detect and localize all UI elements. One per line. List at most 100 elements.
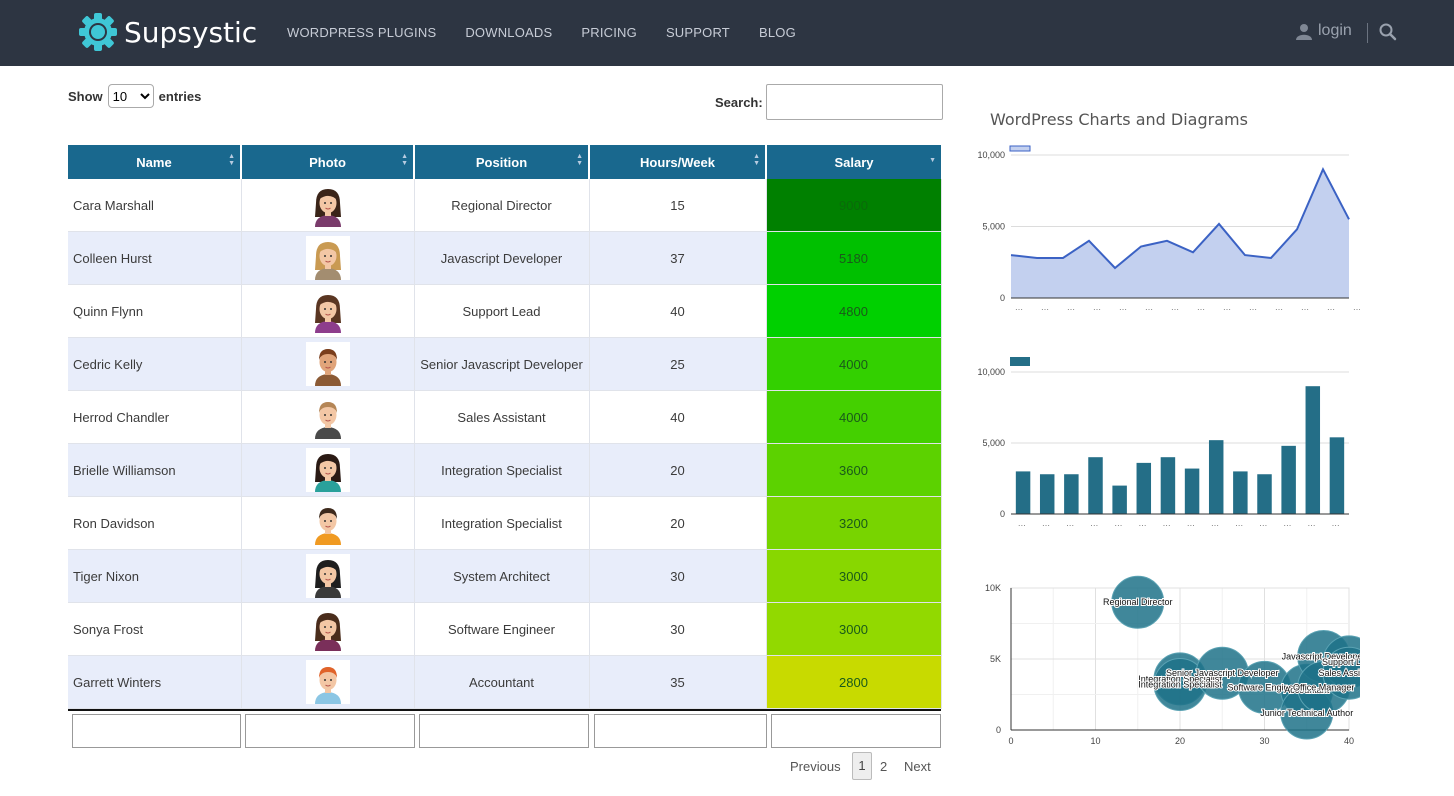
table-row[interactable]: Herrod Chandler Sales Assistant 40 4000 xyxy=(68,390,942,444)
cell-position: Regional Director xyxy=(414,179,590,232)
pagination-page-1[interactable]: 1 xyxy=(852,752,872,780)
column-header-label: Salary xyxy=(834,154,874,170)
cell-name: Quinn Flynn xyxy=(68,284,242,338)
filter-input-name[interactable] xyxy=(72,714,241,748)
table-row[interactable]: Cedric Kelly Senior Javascript Developer… xyxy=(68,337,942,391)
scatter-bubble xyxy=(1111,575,1165,629)
cell-salary: 3200 xyxy=(766,496,942,550)
cell-name: Sonya Frost xyxy=(68,602,242,656)
bar xyxy=(1064,474,1079,514)
cell-photo xyxy=(241,549,415,603)
bar xyxy=(1039,474,1055,514)
pagination-next[interactable]: Next xyxy=(904,759,931,774)
scatter-bubble-label: Junior Technical Author xyxy=(1260,708,1353,718)
user-icon xyxy=(1296,23,1312,40)
sort-both-icon: ▲ ▼ xyxy=(753,153,760,167)
area-x-tick-label: ⋯ xyxy=(1249,305,1257,314)
cell-salary: 3000 xyxy=(766,549,942,603)
login-link[interactable]: login xyxy=(1296,22,1352,40)
table-row[interactable]: Cara Marshall Regional Director 15 9000 xyxy=(68,179,942,232)
cell-hours: 37 xyxy=(589,231,767,285)
table-row[interactable]: Sonya Frost Software Engineer 30 3000 xyxy=(68,602,942,656)
sort-desc-icon: ▼ xyxy=(929,157,936,164)
bar xyxy=(1015,471,1031,514)
area-x-tick-label: ⋯ xyxy=(1145,305,1153,314)
cell-hours: 20 xyxy=(589,496,767,550)
search-label: Search: xyxy=(715,94,763,110)
nav-downloads[interactable]: DOWNLOADS xyxy=(465,25,553,40)
bar-y-tick-label: 10,000 xyxy=(977,367,1005,377)
filter-input-photo[interactable] xyxy=(245,714,415,748)
column-header-photo[interactable]: Photo ▲ ▼ xyxy=(241,145,415,179)
cell-position: Integration Specialist xyxy=(414,496,590,550)
cell-name: Cedric Kelly xyxy=(68,337,242,391)
site-header: Supsystic WORDPRESS PLUGINS DOWNLOADS PR… xyxy=(0,0,1454,66)
column-header-label: Position xyxy=(475,154,528,170)
table-row[interactable]: Garrett Winters Accountant 35 2800 xyxy=(68,655,942,709)
cell-hours: 30 xyxy=(589,602,767,656)
column-header-salary[interactable]: Salary ▼ xyxy=(766,145,941,179)
nav-blog[interactable]: BLOG xyxy=(758,25,796,40)
cell-salary: 2800 xyxy=(766,655,942,709)
scatter-bubble-label: Sales Assistant xyxy=(1318,668,1360,678)
scatter-bubble-label: Support Lead xyxy=(1322,657,1360,667)
cell-position: Sales Assistant xyxy=(414,390,590,444)
header-divider xyxy=(1367,23,1368,43)
search-input[interactable] xyxy=(765,84,943,120)
column-header-name[interactable]: Name ▲ ▼ xyxy=(68,145,242,179)
bar-x-tick-label: ⋯ xyxy=(1018,521,1026,530)
column-header-position[interactable]: Position ▲ ▼ xyxy=(414,145,590,179)
column-header-hours[interactable]: Hours/Week ▲ ▼ xyxy=(589,145,767,179)
brand-logo[interactable]: Supsystic xyxy=(78,12,257,52)
table-row[interactable]: Tiger Nixon System Architect 30 3000 xyxy=(68,549,942,603)
cell-name: Tiger Nixon xyxy=(68,549,242,603)
area-x-tick-label: ⋯ xyxy=(1327,305,1335,314)
nav-pricing[interactable]: PRICING xyxy=(581,25,637,40)
bar-x-tick-label: ⋯ xyxy=(1139,521,1147,530)
cell-salary: 3000 xyxy=(766,602,942,656)
bar-x-tick-label: ⋯ xyxy=(1283,521,1291,530)
cell-position: Senior Javascript Developer xyxy=(414,337,590,391)
sort-both-icon: ▲ ▼ xyxy=(228,153,235,167)
scatter-y-tick-label: 0 xyxy=(996,725,1001,735)
table-row[interactable]: Quinn Flynn Support Lead 40 4800 xyxy=(68,284,942,338)
column-header-label: Name xyxy=(136,154,172,170)
cell-position: Support Lead xyxy=(414,284,590,338)
cell-name: Cara Marshall xyxy=(68,179,242,232)
cell-position: Software Engineer xyxy=(414,602,590,656)
bar-x-tick-label: ⋯ xyxy=(1308,521,1316,530)
search-icon[interactable] xyxy=(1379,23,1397,41)
cell-position: System Architect xyxy=(414,549,590,603)
table-search: Search: xyxy=(715,84,943,120)
table-row[interactable]: Colleen Hurst Javascript Developer 37 51… xyxy=(68,231,942,285)
cell-hours: 40 xyxy=(589,284,767,338)
pagination-page-2[interactable]: 2 xyxy=(880,759,888,774)
scatter-x-tick-label: 10 xyxy=(1090,736,1100,746)
cell-photo xyxy=(241,179,415,232)
scatter-bubble-label: Regional Director xyxy=(1103,597,1173,607)
page-length-control: Show 10 entries xyxy=(68,84,201,108)
filter-input-position[interactable] xyxy=(419,714,589,748)
table-row[interactable]: Ron Davidson Integration Specialist 20 3… xyxy=(68,496,942,550)
cell-photo xyxy=(241,496,415,550)
area-y-tick-label: 0 xyxy=(1000,293,1005,303)
page-length-select[interactable]: 10 xyxy=(107,84,154,108)
scatter-bubble-label: Software Engineer xyxy=(1227,682,1301,692)
filter-input-hours[interactable] xyxy=(594,714,767,748)
cell-salary: 4000 xyxy=(766,337,942,391)
cell-hours: 35 xyxy=(589,655,767,709)
bar-x-tick-label: ⋯ xyxy=(1187,521,1195,530)
table-row[interactable]: Brielle Williamson Integration Specialis… xyxy=(68,443,942,497)
pagination-previous[interactable]: Previous xyxy=(790,759,841,774)
scatter-bubble-label: Accountant xyxy=(1284,685,1330,695)
table-body: Cara Marshall Regional Director 15 9000 … xyxy=(68,179,942,709)
cell-salary: 4800 xyxy=(766,284,942,338)
cell-photo xyxy=(241,231,415,285)
filter-input-salary[interactable] xyxy=(771,714,941,748)
gear-logo-icon xyxy=(79,13,117,51)
bar-legend-swatch xyxy=(1010,357,1030,366)
nav-wordpress-plugins[interactable]: WORDPRESS PLUGINS xyxy=(287,25,437,40)
nav-support[interactable]: SUPPORT xyxy=(665,25,730,40)
scatter-bubble-label: Integration Specialist xyxy=(1138,674,1222,684)
area-fill xyxy=(1011,169,1349,298)
